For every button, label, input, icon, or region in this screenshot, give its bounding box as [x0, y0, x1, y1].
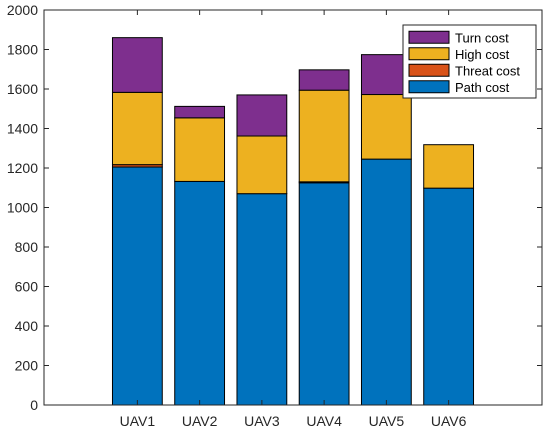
- y-tick-label: 400: [15, 318, 39, 334]
- bar-high-cost-uav3: [236, 135, 288, 195]
- y-tick-label: 1200: [7, 160, 38, 176]
- bar-turn-cost-uav3: [236, 94, 288, 137]
- bar-path-cost-uav5: [360, 158, 412, 406]
- bar-path-cost-uav4: [298, 182, 350, 406]
- bar-turn-cost-uav4: [298, 69, 350, 91]
- legend-swatch-path-cost: [408, 80, 450, 94]
- legend-swatch-turn-cost: [408, 30, 450, 44]
- x-tick-label: UAV1: [120, 413, 156, 429]
- bar-path-cost-uav2: [174, 180, 226, 406]
- bar-turn-cost-uav2: [174, 105, 226, 119]
- bar-high-cost-uav4: [298, 89, 350, 183]
- legend-swatch-threat-cost: [408, 63, 450, 77]
- y-tick-label: 800: [15, 239, 39, 255]
- bars-group: [111, 37, 475, 406]
- y-tick-label: 1400: [7, 121, 38, 137]
- y-axis-ticks: 0 200 400 600 800 1000 1200 1400 1600 1800 2000: [7, 2, 542, 413]
- y-tick-label: 1800: [7, 42, 38, 58]
- bar-path-cost-uav1: [111, 166, 163, 406]
- bar-high-cost-uav5: [360, 94, 412, 160]
- bar-path-cost-uav3: [236, 193, 288, 406]
- legend-label-path-cost: Path cost: [455, 80, 510, 95]
- bar-path-cost-uav6: [423, 187, 475, 406]
- y-tick-label: 1000: [7, 200, 38, 216]
- y-tick-label: 600: [15, 279, 39, 295]
- bar-turn-cost-uav1: [111, 37, 163, 93]
- y-tick-label: 0: [30, 397, 38, 413]
- x-axis-ticks: UAV1 UAV2 UAV3 UAV4 UAV5 UAV6: [120, 10, 467, 429]
- y-tick-label: 1600: [7, 81, 38, 97]
- bar-high-cost-uav1: [111, 91, 163, 166]
- legend-swatch-high-cost: [408, 47, 450, 61]
- bar-high-cost-uav6: [423, 144, 475, 189]
- x-tick-label: UAV5: [369, 413, 405, 429]
- x-tick-label: UAV3: [244, 413, 280, 429]
- x-tick-label: UAV6: [431, 413, 467, 429]
- legend-label-turn-cost: Turn cost: [455, 30, 509, 45]
- legend-label-high-cost: High cost: [455, 47, 510, 62]
- legend-label-threat-cost: Threat cost: [455, 63, 520, 78]
- x-tick-label: UAV4: [306, 413, 342, 429]
- x-tick-label: UAV2: [182, 413, 218, 429]
- y-tick-label: 2000: [7, 2, 38, 18]
- y-tick-label: 200: [15, 358, 39, 374]
- bar-high-cost-uav2: [174, 117, 226, 182]
